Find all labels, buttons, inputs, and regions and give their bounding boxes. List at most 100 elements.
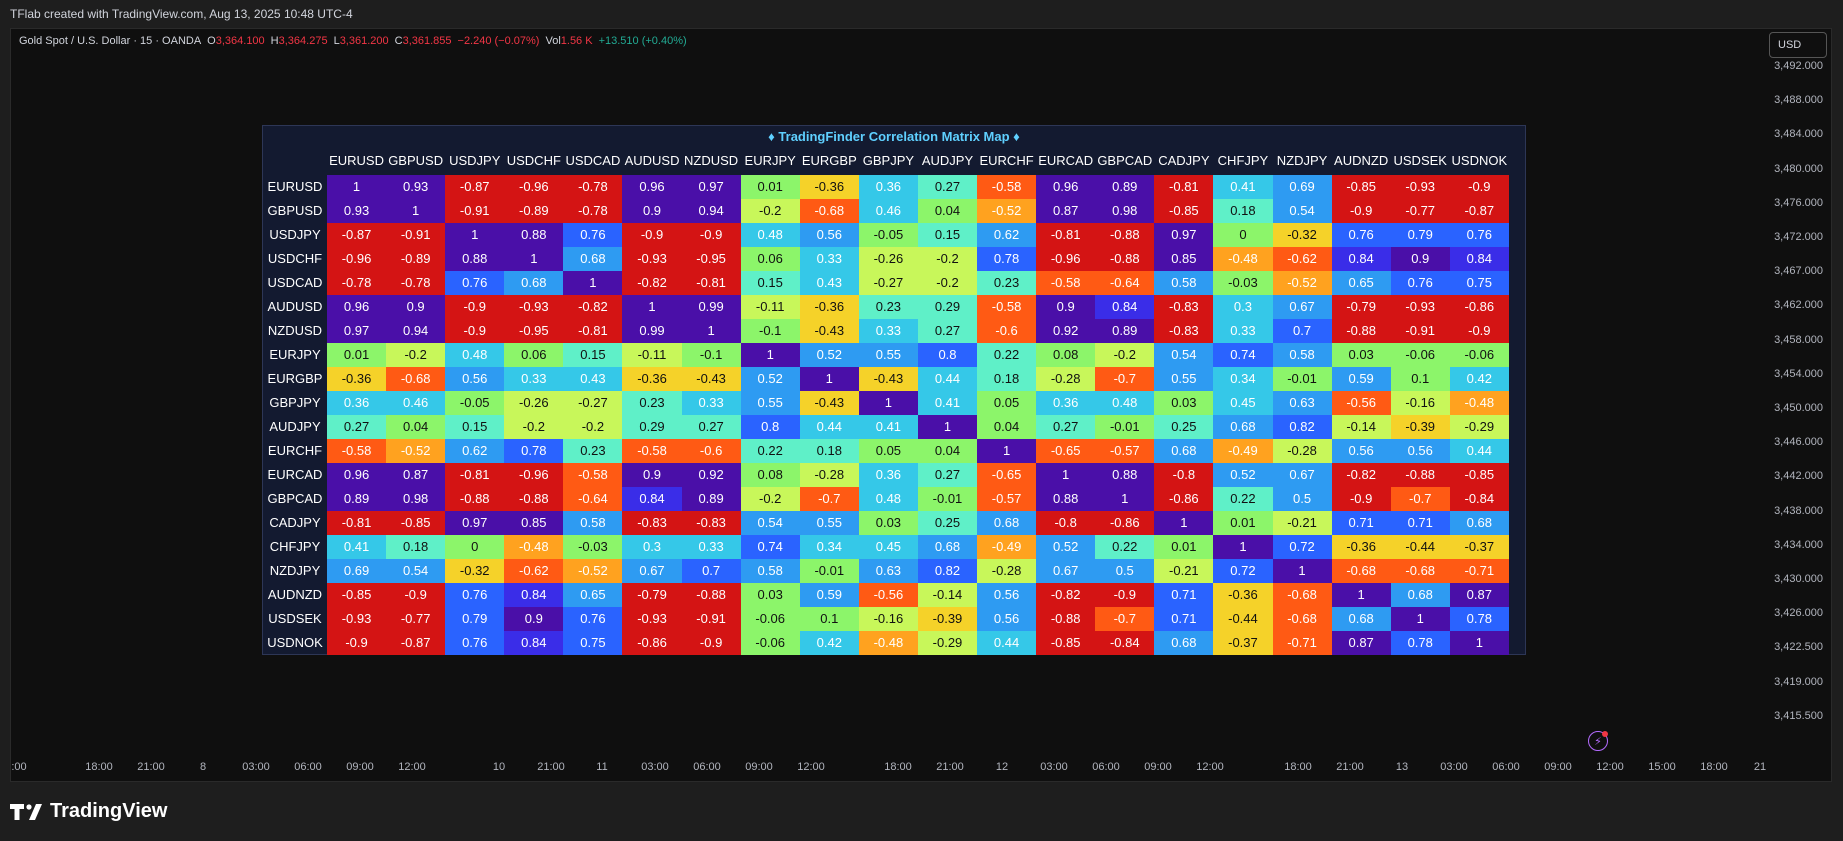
matrix-cell: 0.76 xyxy=(563,223,623,247)
matrix-cell: 0.46 xyxy=(386,391,446,415)
matrix-column-header: EURGBP xyxy=(801,153,857,168)
matrix-column-header: GBPJPY xyxy=(862,153,915,168)
matrix-row-header: EURCHF xyxy=(267,443,323,458)
matrix-cell: -0.9 xyxy=(1449,319,1509,343)
matrix-cell: 0.9 xyxy=(622,463,682,487)
matrix-cell: -0.83 xyxy=(622,511,682,535)
matrix-cell: -0.52 xyxy=(977,199,1037,223)
matrix-cell: -0.6 xyxy=(681,439,741,463)
matrix-cell: 0.56 xyxy=(1390,439,1450,463)
matrix-cell: -0.28 xyxy=(1036,367,1096,391)
matrix-cell: 0.22 xyxy=(740,439,800,463)
matrix-cell: 0.08 xyxy=(1036,343,1096,367)
matrix-cell: 0.93 xyxy=(327,199,387,223)
matrix-cell: 0.1 xyxy=(1390,367,1450,391)
matrix-cell: -0.37 xyxy=(1213,631,1273,655)
matrix-cell: -0.52 xyxy=(386,439,446,463)
matrix-cell: -0.39 xyxy=(917,607,978,631)
matrix-cell: 0.8 xyxy=(917,343,978,367)
matrix-cell: 0.75 xyxy=(563,631,623,655)
matrix-cell: -0.05 xyxy=(858,223,918,247)
matrix-cell: -0.81 xyxy=(681,271,741,295)
matrix-column-header: GBPUSD xyxy=(388,153,444,168)
time-tick: 13 xyxy=(1395,761,1409,773)
matrix-cell: 0.04 xyxy=(917,439,978,463)
matrix-cell: -0.01 xyxy=(1095,415,1155,439)
matrix-cell: 0.82 xyxy=(917,559,978,583)
matrix-cell: -0.93 xyxy=(327,607,387,631)
matrix-cell: -0.82 xyxy=(563,295,623,319)
matrix-cell: 0.01 xyxy=(1154,535,1214,559)
matrix-cell: -0.2 xyxy=(740,487,800,511)
matrix-cell: -0.8 xyxy=(1154,463,1214,487)
matrix-cell: -0.2 xyxy=(917,247,978,271)
matrix-cell: -0.86 xyxy=(1449,295,1509,319)
lightning-alert-icon[interactable]: ⚡ xyxy=(1588,731,1608,751)
matrix-cell: -0.88 xyxy=(1036,607,1096,631)
price-axis[interactable]: 3,492.000 3,488.000 3,484.000 3,480.000 3,47… xyxy=(1769,60,1831,755)
close-value: 3,361.855 xyxy=(402,35,452,47)
matrix-row-header: GBPCAD xyxy=(267,491,323,506)
matrix-cell: -0.9 xyxy=(681,223,741,247)
matrix-cell: -0.87 xyxy=(386,631,446,655)
matrix-cell: 0.68 xyxy=(1154,439,1214,463)
matrix-cell: 0 xyxy=(1213,223,1273,247)
matrix-cell: 0.67 xyxy=(622,559,682,583)
matrix-cell: -0.2 xyxy=(504,415,564,439)
matrix-column-header: EURCAD xyxy=(1038,153,1094,168)
matrix-cell: 0.18 xyxy=(977,367,1037,391)
matrix-column-header: EURCHF xyxy=(979,153,1034,168)
matrix-cell: -0.89 xyxy=(386,247,446,271)
matrix-cell: 0.56 xyxy=(977,607,1037,631)
matrix-cell: -0.03 xyxy=(1213,271,1273,295)
matrix-cell: 0.18 xyxy=(1213,199,1273,223)
matrix-cell: -0.81 xyxy=(563,319,623,343)
time-tick: 09:00 xyxy=(1544,761,1572,773)
matrix-cell: -0.49 xyxy=(977,535,1037,559)
matrix-cell: 0.23 xyxy=(858,295,918,319)
time-tick: 09:00 xyxy=(745,761,773,773)
matrix-cell: -0.27 xyxy=(858,271,918,295)
matrix-cell: 0.27 xyxy=(917,463,978,487)
time-tick: 18:00 xyxy=(1700,761,1728,773)
matrix-column-header: EURJPY xyxy=(744,153,796,168)
matrix-cell: 0.76 xyxy=(1331,223,1391,247)
matrix-cell: 0.33 xyxy=(799,247,859,271)
price-tick: 3,488.000 xyxy=(1774,94,1823,107)
matrix-cell: 0.88 xyxy=(445,247,505,271)
matrix-cell: 0.36 xyxy=(1036,391,1096,415)
matrix-cell: 0.33 xyxy=(858,319,918,343)
currency-button[interactable]: USD xyxy=(1769,32,1827,58)
matrix-cell: -0.48 xyxy=(1213,247,1273,271)
matrix-cell: -0.26 xyxy=(504,391,564,415)
matrix-row-header: EURUSD xyxy=(267,179,323,194)
matrix-cell: -0.28 xyxy=(1272,439,1332,463)
matrix-cell: -0.88 xyxy=(504,487,564,511)
matrix-cell: -0.88 xyxy=(1390,463,1450,487)
matrix-cell: 1 xyxy=(977,439,1037,463)
matrix-cell: 0.33 xyxy=(1213,319,1273,343)
tradingview-logo[interactable]: TradingView xyxy=(10,800,167,823)
matrix-cell: 1 xyxy=(622,295,682,319)
price-tick: 3,472.000 xyxy=(1774,231,1823,243)
matrix-cell: -0.44 xyxy=(1213,607,1273,631)
matrix-cell: 0.84 xyxy=(1095,295,1155,319)
matrix-cell: 0.04 xyxy=(977,415,1037,439)
price-tick: 3,426.000 xyxy=(1774,607,1823,620)
matrix-cell: 0.48 xyxy=(740,223,800,247)
matrix-cell: -0.11 xyxy=(740,295,800,319)
price-tick: 3,467.000 xyxy=(1774,265,1823,278)
time-tick: :00 xyxy=(11,761,27,773)
matrix-column-header: USDNOK xyxy=(1451,153,1508,168)
matrix-column-header: NZDJPY xyxy=(1276,153,1328,168)
matrix-cell: -0.85 xyxy=(386,511,446,535)
matrix-cell: 0.87 xyxy=(1036,199,1096,223)
matrix-cell: 0.54 xyxy=(1154,343,1214,367)
time-axis[interactable]: :00 18:00 21:00 8 03:00 06:00 09:00 12:00 10 21:0… xyxy=(11,755,1771,781)
chart-area[interactable]: Gold Spot / U.S. Dollar · 15 · OANDA O3,… xyxy=(10,28,1832,782)
time-tick: 09:00 xyxy=(346,761,374,773)
matrix-cell: 0.99 xyxy=(622,319,682,343)
matrix-cell: -0.1 xyxy=(681,343,741,367)
matrix-cell: -0.89 xyxy=(504,199,564,223)
matrix-cell: -0.29 xyxy=(917,631,978,655)
